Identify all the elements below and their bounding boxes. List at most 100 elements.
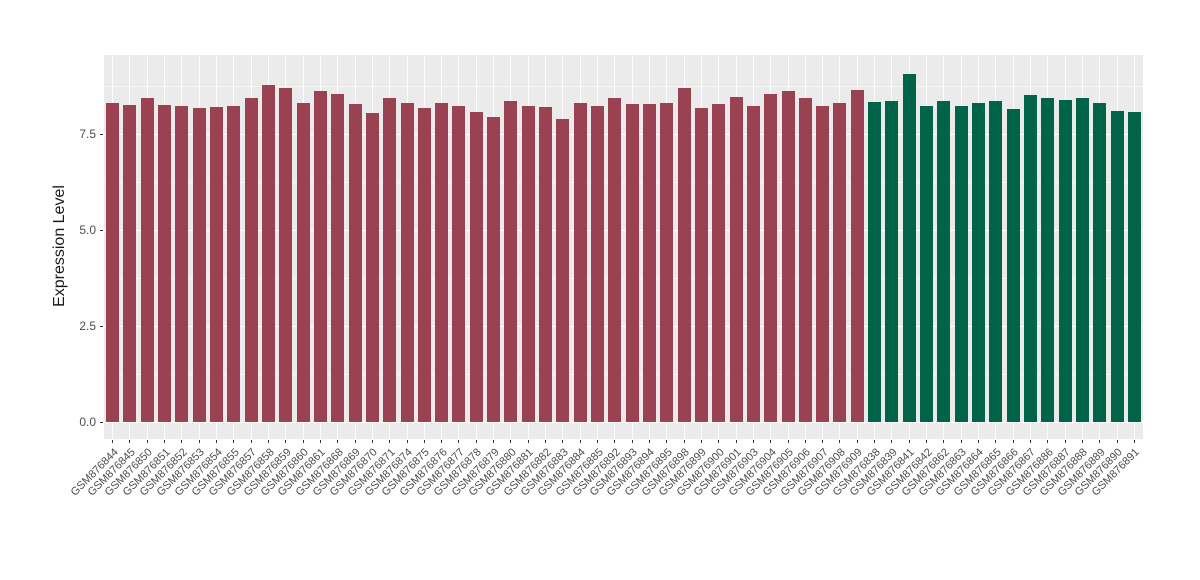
bar-GSM876889 <box>1093 103 1107 423</box>
bar-GSM876859 <box>279 88 293 423</box>
x-tick-mark <box>700 440 702 443</box>
y-tick-mark <box>100 133 103 135</box>
x-tick-mark <box>683 440 685 443</box>
x-tick-mark <box>493 440 495 443</box>
x-tick-mark <box>371 440 373 443</box>
x-tick-mark <box>597 440 599 443</box>
h-gridline-minor <box>104 181 1143 183</box>
bar-GSM876867 <box>1023 94 1037 423</box>
y-tick-label: 7.5 <box>79 127 96 142</box>
h-gridline-minor <box>104 277 1143 279</box>
x-tick-mark <box>648 440 650 443</box>
bar-GSM876857 <box>244 98 258 423</box>
x-tick-mark <box>354 440 356 443</box>
bar-GSM876854 <box>210 106 224 423</box>
bar-GSM876885 <box>591 106 605 423</box>
x-tick-mark <box>510 440 512 443</box>
h-gridline-major <box>104 133 1143 135</box>
x-tick-mark <box>631 440 633 443</box>
bar-GSM876901 <box>729 97 743 423</box>
x-tick-mark <box>1133 440 1135 443</box>
y-tick-mark <box>100 325 103 327</box>
h-gridline-major <box>104 325 1143 327</box>
bar-GSM876884 <box>573 102 587 423</box>
bar-GSM876844 <box>106 103 120 423</box>
bar-GSM876878 <box>469 112 483 423</box>
x-tick-mark <box>856 440 858 443</box>
x-tick-mark <box>423 440 425 443</box>
bar-GSM876861 <box>313 91 327 423</box>
bar-GSM876904 <box>764 94 778 423</box>
x-tick-mark <box>441 440 443 443</box>
bar-GSM876906 <box>798 98 812 423</box>
h-gridline-major <box>104 229 1143 231</box>
x-tick-mark <box>216 440 218 443</box>
x-tick-mark <box>874 440 876 443</box>
bar-GSM876891 <box>1127 112 1141 423</box>
bar-GSM876899 <box>694 107 708 423</box>
bar-GSM876841 <box>902 73 916 423</box>
bar-GSM876881 <box>521 106 535 423</box>
x-tick-mark <box>822 440 824 443</box>
bar-GSM876909 <box>850 89 864 423</box>
bar-GSM876845 <box>123 104 137 423</box>
x-tick-mark <box>268 440 269 443</box>
x-tick-mark <box>960 440 962 443</box>
x-tick-mark <box>995 440 997 443</box>
x-tick-mark <box>562 440 564 443</box>
bar-GSM876862 <box>937 100 951 423</box>
bar-GSM876870 <box>365 112 379 423</box>
y-tick-label: 2.5 <box>79 319 96 334</box>
x-tick-mark <box>337 440 339 443</box>
bar-GSM876871 <box>383 98 397 423</box>
bar-GSM876898 <box>677 88 691 423</box>
x-tick-mark <box>1081 440 1083 443</box>
x-tick-mark <box>1029 440 1031 443</box>
bar-GSM876839 <box>885 101 899 423</box>
x-tick-mark <box>839 440 841 443</box>
bar-GSM876880 <box>504 101 518 423</box>
x-tick-mark <box>977 440 979 443</box>
bar-GSM876852 <box>175 106 189 423</box>
x-tick-mark <box>250 440 252 443</box>
x-tick-mark <box>804 440 806 443</box>
x-tick-mark <box>735 440 737 443</box>
x-tick-mark <box>458 440 460 443</box>
h-gridline-minor <box>104 373 1143 375</box>
bar-GSM876879 <box>487 116 501 423</box>
x-tick-mark <box>285 440 287 443</box>
x-tick-mark <box>579 440 581 443</box>
plot-panel <box>104 55 1143 439</box>
bar-GSM876851 <box>158 105 172 423</box>
x-tick-mark <box>146 440 148 443</box>
bar-GSM876908 <box>833 102 847 423</box>
x-tick-mark <box>181 440 183 443</box>
bar-GSM876869 <box>348 103 362 423</box>
x-tick-mark <box>752 440 754 443</box>
x-tick-mark <box>943 440 945 443</box>
bar-GSM876890 <box>1110 111 1124 423</box>
x-tick-mark <box>1099 440 1101 443</box>
x-tick-mark <box>112 440 114 443</box>
x-tick-mark <box>527 440 529 443</box>
x-tick-mark <box>1116 440 1118 443</box>
bar-GSM876875 <box>417 107 431 423</box>
bar-GSM876838 <box>868 102 882 423</box>
x-tick-mark <box>787 440 789 443</box>
x-tick-mark <box>770 440 772 443</box>
bar-GSM876900 <box>712 104 726 423</box>
bar-GSM876876 <box>435 102 449 423</box>
x-tick-mark <box>926 440 928 443</box>
bar-GSM876874 <box>400 103 414 423</box>
x-tick-mark <box>389 440 391 443</box>
bar-GSM876860 <box>296 103 310 423</box>
x-tick-mark <box>475 440 477 443</box>
x-tick-mark <box>233 440 235 443</box>
bar-GSM876850 <box>140 98 154 423</box>
bar-GSM876892 <box>608 97 622 423</box>
bar-GSM876863 <box>954 105 968 423</box>
bar-GSM876842 <box>920 106 934 423</box>
bar-GSM876868 <box>331 94 345 423</box>
h-gridline-minor <box>104 85 1143 87</box>
